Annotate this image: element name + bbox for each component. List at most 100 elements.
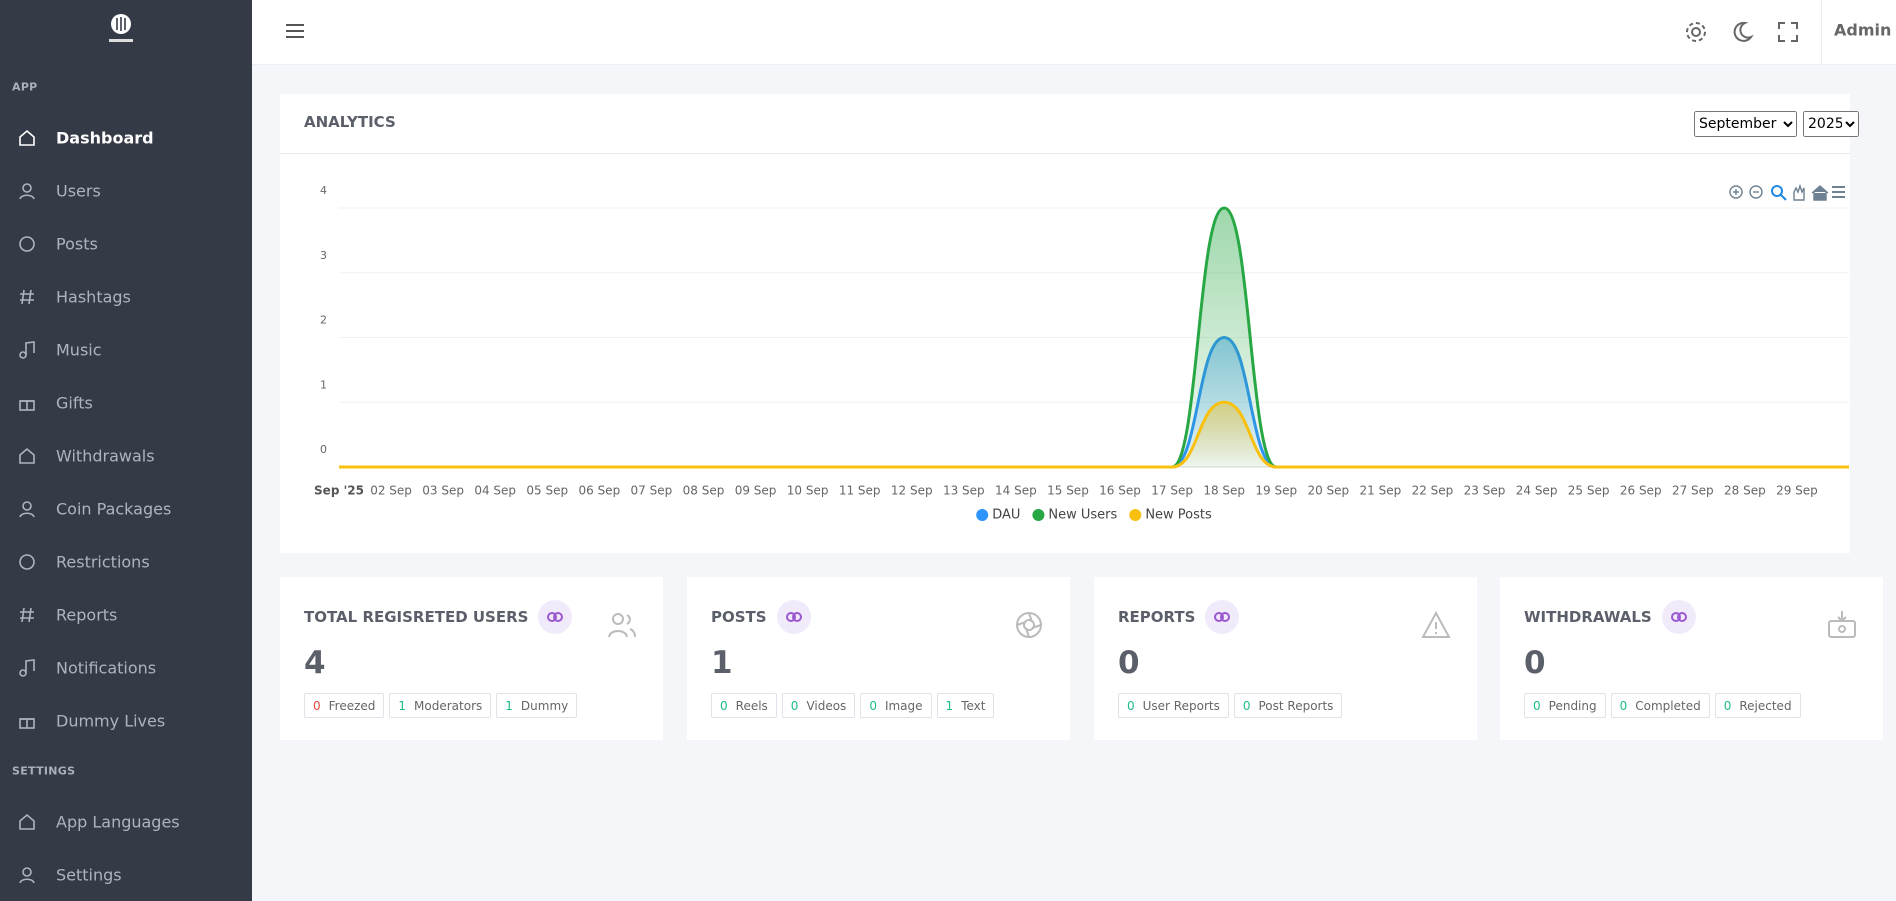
chart-menu[interactable] [1832, 186, 1845, 198]
user-name[interactable]: Admin [1834, 20, 1892, 40]
card-icon [1016, 612, 1042, 638]
fullscreen-icon[interactable] [1776, 20, 1800, 44]
badge: 1 Dummy [496, 693, 578, 718]
badge-count: 0 [720, 698, 728, 713]
menu-icon [19, 867, 35, 884]
card-header: REPORTS [1118, 600, 1240, 634]
menu-item[interactable]: Posts [56, 234, 98, 254]
stat-card: REPORTS 0 0 User Reports 0 Post Reports [1094, 577, 1477, 740]
menu-item[interactable]: Withdrawals [56, 446, 155, 466]
stat-card: POSTS 1 0 Reels 0 Videos 0 Image 1 Text [687, 577, 1070, 740]
card-title: ANALYTICS [304, 113, 396, 131]
card-header: TOTAL REGISRETED USERS [304, 600, 573, 634]
card-title: WITHDRAWALS [1524, 608, 1652, 626]
badge: 0 Videos [781, 693, 856, 718]
pan[interactable] [1793, 183, 1805, 201]
menu-item[interactable]: Restrictions [56, 552, 150, 572]
top-bar: Admin [252, 0, 1896, 65]
link-icon[interactable] [1661, 600, 1696, 634]
badge-count: 0 [1619, 698, 1628, 713]
badge-label: Image [884, 698, 923, 713]
badge-count: 0 [1533, 698, 1541, 713]
menu-item[interactable]: Dummy Lives [56, 711, 166, 731]
menu-item[interactable]: Coin Packages [56, 499, 172, 519]
card-title: TOTAL REGISRETED USERS [304, 608, 529, 626]
menu-icon [19, 718, 35, 729]
card-value: 0 [1524, 645, 1546, 681]
month-select[interactable]: September [1694, 111, 1797, 137]
dark-mode-icon[interactable] [1730, 20, 1754, 44]
menu-icon [19, 501, 35, 518]
menu-item[interactable]: Music [56, 340, 102, 360]
card-icon [1421, 610, 1451, 638]
card-value: 0 [1118, 645, 1140, 681]
badge-label: User Reports [1142, 698, 1220, 713]
badge-label: Videos [806, 698, 847, 713]
badge-count: 1 [945, 698, 954, 713]
menu-item[interactable]: Hashtags [56, 287, 131, 307]
zoom[interactable] [1771, 185, 1783, 197]
menu-icon [20, 607, 34, 623]
badge-label: Post Reports [1258, 698, 1334, 713]
menu-item[interactable]: Users [56, 181, 101, 201]
link-icon[interactable] [538, 600, 573, 634]
card-title: REPORTS [1118, 608, 1196, 626]
menu-item[interactable]: Reports [56, 605, 118, 625]
section-title: APP [12, 80, 38, 94]
badge-label: Completed [1635, 698, 1701, 713]
menu-item[interactable]: Gifts [56, 393, 93, 413]
settings-icon[interactable] [1684, 20, 1708, 44]
menu-icon [20, 289, 34, 305]
zoom-out[interactable] [1749, 185, 1763, 199]
menu-icon [19, 183, 35, 200]
card-icon [608, 613, 636, 638]
badge-row: 0 User Reports 0 Post Reports [1118, 693, 1347, 718]
card-header: WITHDRAWALS [1524, 600, 1696, 634]
badge-label: Reels [735, 698, 768, 713]
section-title: SETTINGS [12, 764, 76, 778]
badge: 0 Freezed [304, 693, 385, 718]
badge-count: 0 [1242, 698, 1251, 713]
badge-label: Text [961, 698, 986, 713]
badge-count: 1 [505, 698, 513, 713]
badge-label: Freezed [328, 698, 376, 713]
menu-icon [19, 659, 35, 677]
menu-icon [19, 400, 35, 411]
year-select[interactable]: 2025 [1803, 111, 1859, 137]
menu-item[interactable]: Settings [56, 865, 122, 885]
badge-row: 0 Pending 0 Completed 0 Rejected [1524, 693, 1806, 718]
badge-label: Dummy [520, 698, 569, 713]
menu-item[interactable]: App Languages [56, 812, 180, 832]
badge-row: 0 Freezed 1 Moderators 1 Dummy [304, 693, 582, 718]
menu-toggle[interactable] [284, 20, 306, 42]
link-icon[interactable] [1205, 600, 1240, 634]
menu-icon [19, 554, 35, 570]
badge: 1 Moderators [389, 693, 492, 718]
menu-icon [19, 236, 35, 252]
menu-icon [19, 341, 35, 359]
badge: 1 Text [936, 693, 995, 718]
badge-label: Pending [1548, 698, 1597, 713]
badge-count: 0 [313, 698, 321, 713]
menu-icon [19, 129, 35, 146]
badge-count: 0 [1127, 698, 1135, 713]
menu-item[interactable]: Notifications [56, 658, 157, 678]
analytics-card: ANALYTICS September 2025 [280, 94, 1859, 553]
chart-toolbar [1729, 183, 1845, 201]
menu-icon [19, 447, 35, 464]
card-header: POSTS [711, 600, 811, 634]
divider [1821, 0, 1822, 64]
divider [280, 153, 1850, 154]
badge: 0 Completed [1610, 693, 1710, 718]
menu-item[interactable]: Dashboard [56, 128, 154, 148]
link-icon[interactable] [776, 600, 811, 634]
badge: 0 User Reports [1118, 693, 1229, 718]
badge-count: 0 [1723, 698, 1732, 713]
card-value: 4 [304, 645, 326, 681]
badge: 0 Pending [1524, 693, 1606, 718]
reset[interactable] [1811, 185, 1829, 201]
badge-label: Rejected [1739, 698, 1792, 713]
zoom-in[interactable] [1729, 185, 1743, 199]
sidebar: APP Dashboard Users Posts Hashtags Music Gifts… [0, 0, 252, 901]
